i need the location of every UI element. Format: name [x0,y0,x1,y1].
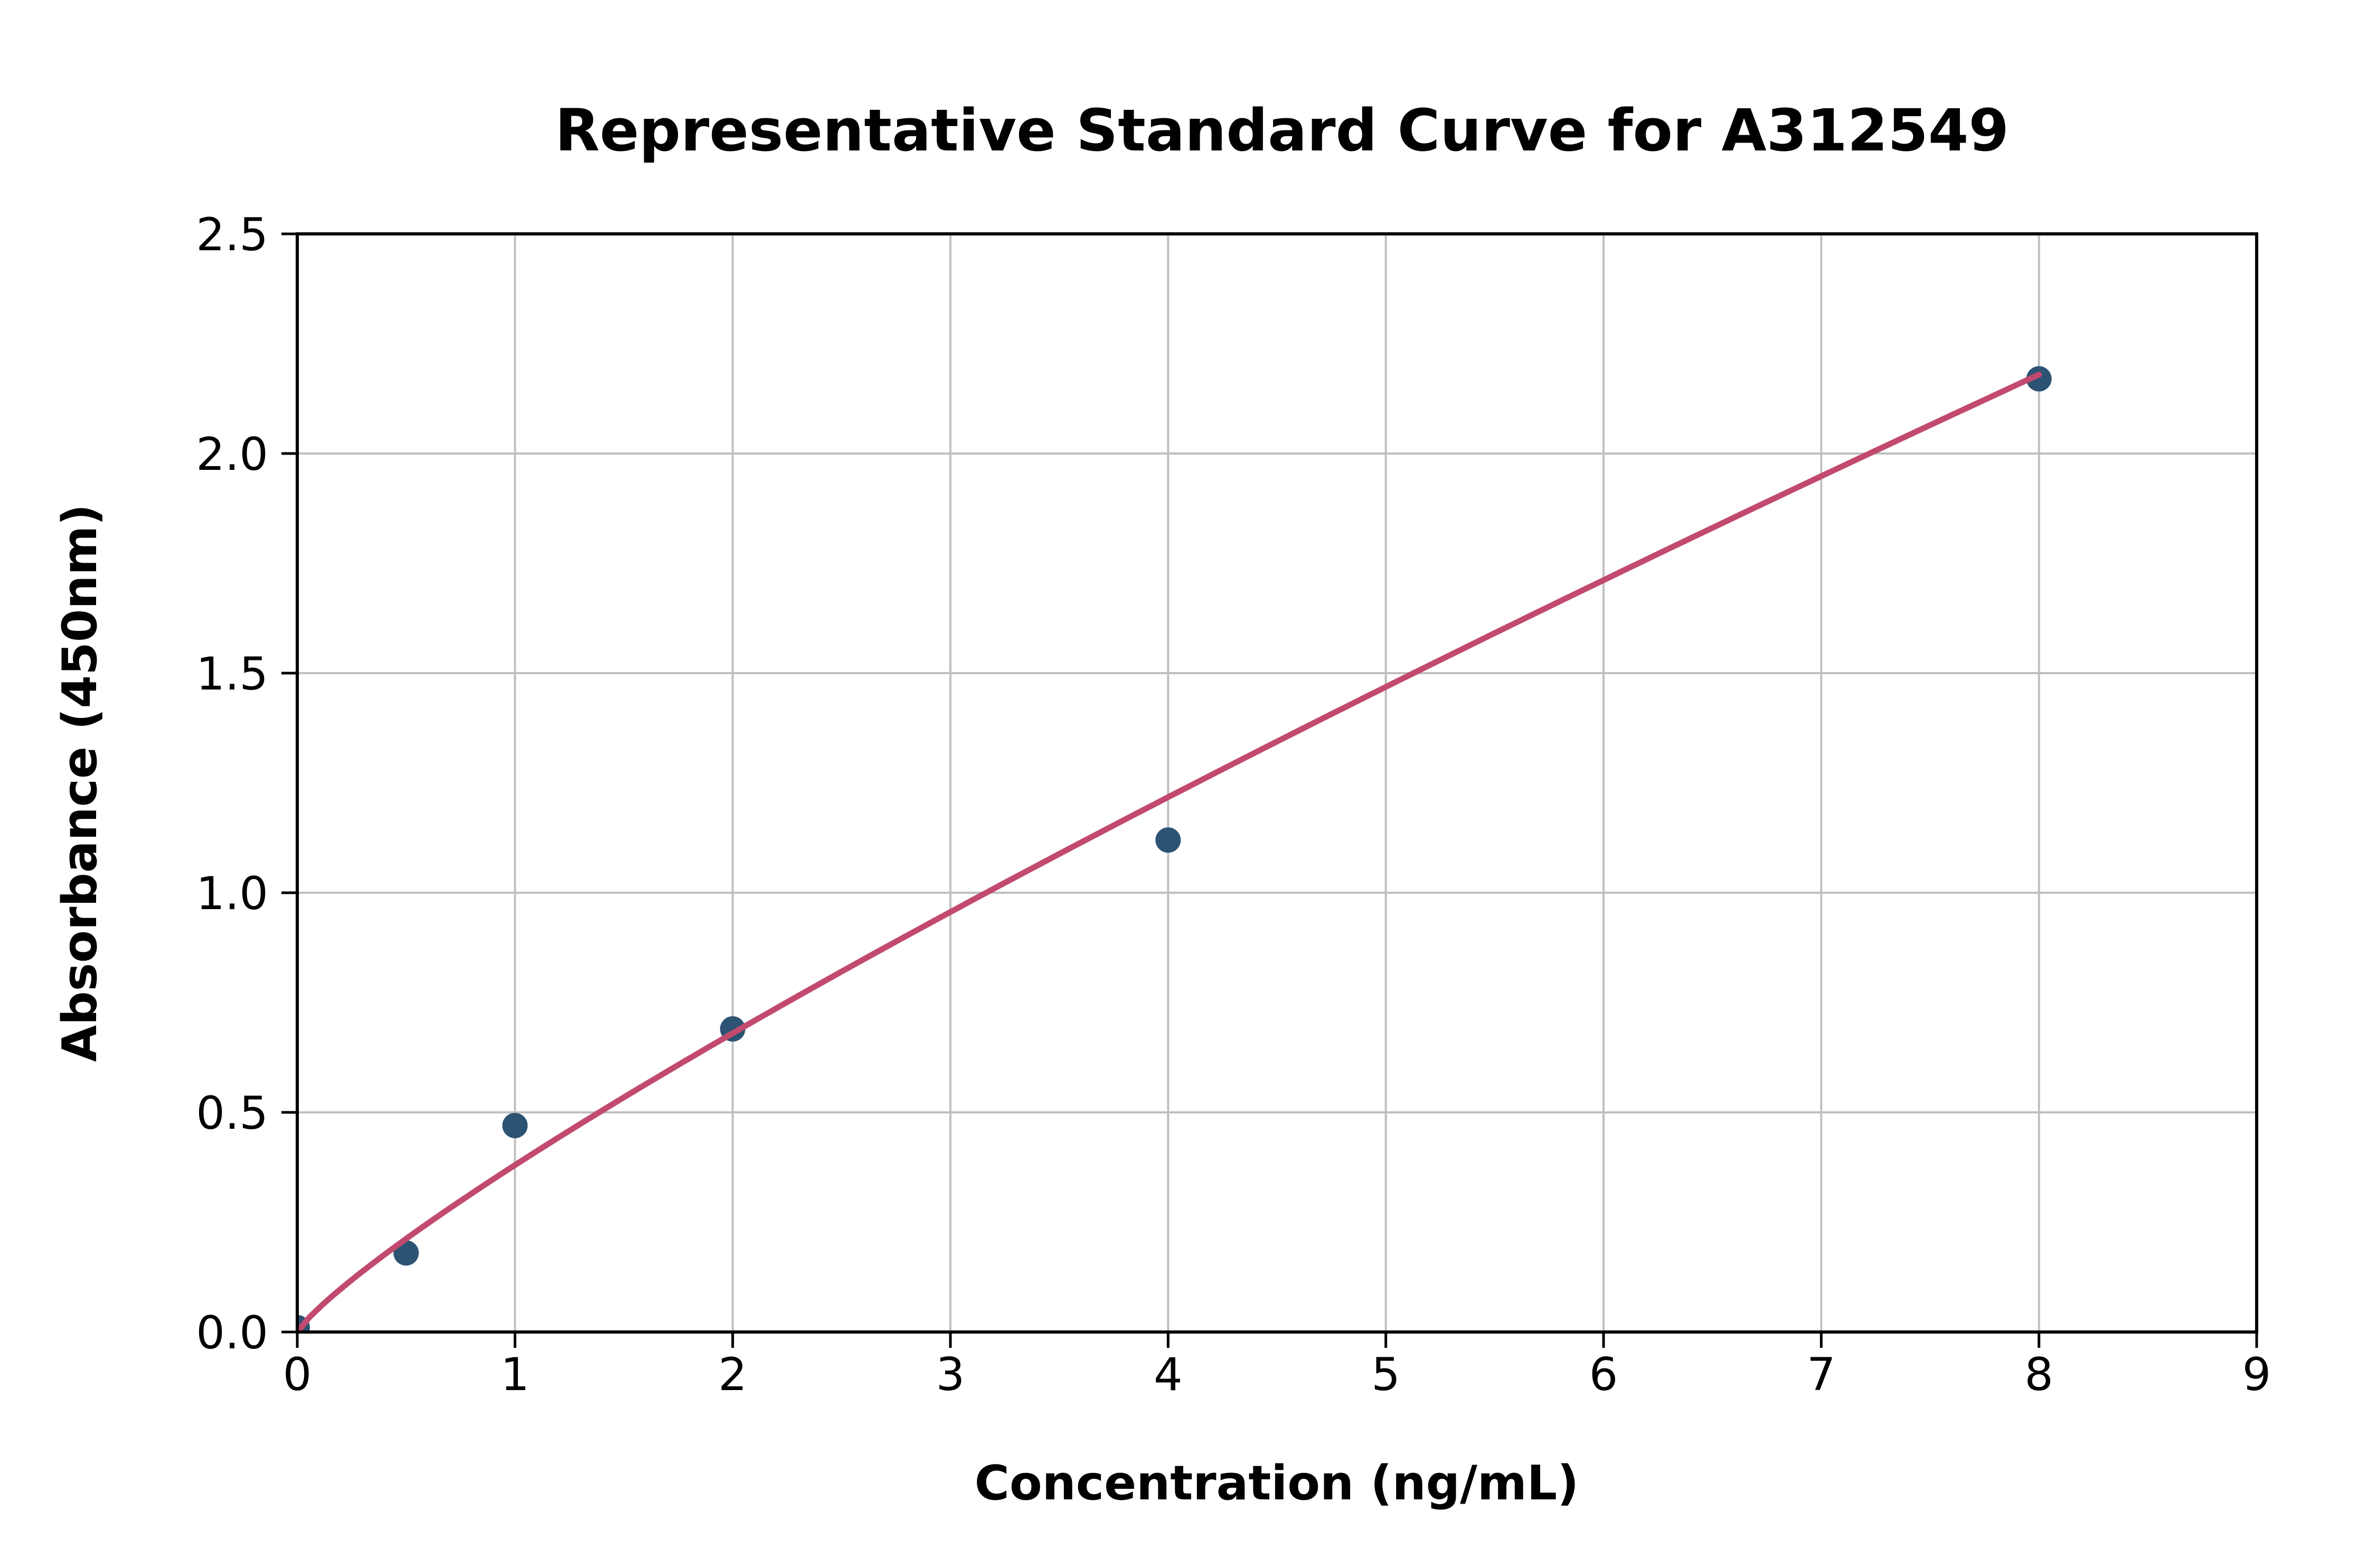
y-tick-label: 2.5 [196,209,268,261]
data-series [297,366,2052,1332]
x-tick-label: 1 [501,1348,530,1401]
y-tick-label: 2.0 [196,428,268,481]
chart-title: Representative Standard Curve for A31254… [555,97,2009,164]
gridlines [297,234,2257,1332]
y-tick-label: 1.0 [196,867,268,920]
x-tick-label: 2 [718,1348,747,1401]
fit-curve [297,372,2042,1332]
x-tick-label: 6 [1589,1348,1618,1401]
y-tick-label: 0.0 [196,1307,268,1359]
y-axis-label: Absorbance (450nm) [52,504,108,1062]
x-tick-label: 9 [2242,1348,2271,1401]
x-tick-label: 4 [1154,1348,1183,1401]
y-tick-label: 0.5 [196,1087,268,1140]
scatter-series [297,366,2052,1332]
data-point [2026,366,2052,392]
data-point [1155,827,1181,853]
x-tick-label: 8 [2024,1348,2053,1401]
x-tick-label: 0 [283,1348,312,1401]
axis-ticks [281,232,2258,1348]
y-tick-label: 1.5 [196,648,268,701]
data-point [502,1112,528,1138]
x-tick-label: 7 [1807,1348,1836,1401]
plot-border [296,232,2258,1334]
x-tick-labels: 0 1 2 3 4 5 6 7 8 9 [283,1348,2271,1401]
x-tick-label: 3 [936,1348,965,1401]
x-axis-label: Concentration (ng/mL) [975,1456,1579,1511]
x-tick-label: 5 [1371,1348,1400,1401]
y-tick-labels: 0.0 0.5 1.0 1.5 2.0 2.5 [196,209,268,1359]
